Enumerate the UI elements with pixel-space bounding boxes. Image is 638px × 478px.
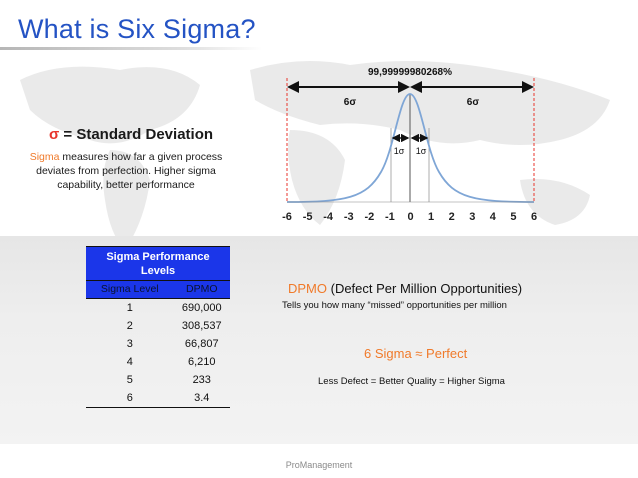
x-tick-label: 3 (469, 211, 475, 223)
dpmo-cell: 690,000 (181, 302, 222, 314)
dpmo-heading: DPMO (Defect Per Million Opportunities) (288, 281, 522, 296)
right-span-label: 6σ (467, 97, 480, 108)
x-tick-label: -4 (323, 211, 334, 223)
table-row: 5 233 (86, 371, 230, 389)
x-tick-label: 5 (510, 211, 516, 223)
table-row: 4 6,210 (86, 353, 230, 371)
page-title: What is Six Sigma? (18, 14, 256, 44)
x-axis-ticks: -6 -5 -4 -3 -2 -1 0 1 2 3 4 5 6 (282, 211, 537, 223)
col-sigma-level: Sigma Level (86, 280, 174, 299)
dpmo-cell: 6,210 (187, 356, 216, 368)
sigma-highlight: Sigma (29, 151, 60, 163)
footer-brand: ProManagement (285, 460, 353, 470)
dpmo-description: Tells you how many “missed” opportunitie… (282, 300, 507, 311)
table-header: Sigma Performance Levels (86, 246, 230, 281)
x-tick-label: 6 (531, 211, 537, 223)
x-tick-label: -2 (364, 211, 374, 223)
percent-label: 99,99999980268% (368, 67, 452, 78)
title-underline (0, 47, 262, 50)
sigma-level-cell: 6 (86, 389, 174, 408)
table-row: 3 66,807 (86, 335, 230, 353)
less-defect-statement: Less Defect = Better Quality = Higher Si… (318, 376, 505, 387)
sigma-level-cell: 3 (126, 338, 133, 350)
x-tick-label: -3 (344, 211, 354, 223)
x-tick-label: -5 (303, 211, 313, 223)
std-dev-heading: σ = Standard Deviation (0, 126, 262, 143)
dpmo-cell: 66,807 (184, 338, 219, 350)
bell-curve (286, 93, 535, 203)
table-row: 6 3.4 (86, 389, 230, 408)
x-tick-label: 4 (490, 211, 497, 223)
sigma-symbol: σ (48, 126, 60, 143)
x-tick-label: -1 (385, 211, 395, 223)
x-tick-label: 2 (449, 211, 455, 223)
sigma-level-cell: 4 (126, 356, 133, 368)
table-row: 1 690,000 (86, 299, 230, 318)
bell-curve-diagram: 99,99999980268% 6σ 6σ 1σ 1σ -6 -5 -4 -3 -2 -1… (282, 67, 537, 223)
dpmo-cell: 308,537 (181, 320, 222, 332)
dpmo-cell: 3.4 (173, 389, 230, 408)
std-dev-description-text: measures how far a given process deviate… (36, 151, 223, 191)
inner-left-label: 1σ (394, 146, 405, 156)
dpmo-acronym: DPMO (288, 281, 327, 296)
sigma-level-cell: 1 (126, 302, 133, 314)
sigma-performance-table: Sigma Performance Levels Sigma Level DPM… (86, 246, 230, 408)
dpmo-cell: 233 (192, 374, 211, 386)
std-dev-description: Sigma measures how far a given process d… (16, 150, 236, 192)
sigma-level-cell: 2 (126, 320, 133, 332)
table-row: 2 308,537 (86, 317, 230, 335)
std-dev-heading-text: = Standard Deviation (59, 126, 214, 143)
x-tick-label: -6 (282, 211, 292, 223)
x-tick-label: 1 (428, 211, 434, 223)
col-dpmo: DPMO (173, 280, 230, 299)
six-sigma-perfect-label: 6 Sigma ≈ Perfect (364, 346, 468, 361)
x-tick-label: 0 (407, 211, 413, 223)
dpmo-expansion: (Defect Per Million Opportunities) (327, 281, 523, 296)
sigma-level-cell: 5 (126, 374, 133, 386)
left-span-label: 6σ (344, 97, 357, 108)
inner-right-label: 1σ (416, 146, 427, 156)
